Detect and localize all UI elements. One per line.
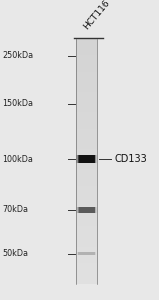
Bar [76,129,97,133]
Bar [76,173,97,178]
Bar [76,133,97,137]
Bar [76,68,97,72]
Bar [76,247,97,251]
Bar [76,198,97,202]
Bar [76,145,97,149]
Bar [78,155,95,163]
Bar [76,72,97,76]
Bar [76,190,97,194]
Bar [76,255,97,259]
Bar [76,55,97,59]
Bar [76,275,97,279]
Bar [76,116,97,121]
Text: 150kDa: 150kDa [2,99,33,108]
Bar [76,100,97,104]
Bar [76,169,97,173]
Bar [76,80,97,84]
Bar [76,194,97,198]
Bar [76,222,97,227]
Bar [76,161,97,165]
Bar [76,112,97,116]
Bar [76,267,97,271]
Text: 100kDa: 100kDa [2,154,33,164]
Bar [76,88,97,92]
Bar [77,155,96,163]
Bar [77,252,96,255]
Bar [76,235,97,239]
Bar [76,155,97,163]
Bar [76,92,97,96]
Bar [76,230,97,235]
Bar [76,43,97,47]
Bar [76,207,97,213]
Bar [76,279,97,284]
Bar [76,182,97,186]
Bar [76,76,97,80]
Text: 250kDa: 250kDa [2,51,34,60]
Bar [79,155,94,163]
Text: CD133: CD133 [114,154,147,164]
Bar [76,186,97,190]
Bar [76,137,97,141]
Bar [76,149,97,153]
Bar [76,63,97,68]
Bar [76,84,97,88]
Bar [76,218,97,222]
Bar [76,124,97,129]
Bar [77,207,96,213]
Bar [76,206,97,210]
Bar [76,108,97,112]
Bar [76,121,97,124]
Bar [78,252,95,255]
Bar [76,96,97,100]
Bar [76,165,97,169]
Bar [76,157,97,161]
Bar [76,210,97,214]
Bar [76,214,97,218]
Text: 70kDa: 70kDa [2,206,28,214]
Bar [76,202,97,206]
Bar [76,259,97,263]
Bar [76,51,97,55]
Bar [76,104,97,108]
Bar [76,251,97,255]
Bar [76,47,97,51]
Bar [76,39,97,43]
Bar [76,153,97,157]
Bar [76,178,97,182]
Bar [78,207,95,213]
Bar [76,226,97,230]
Bar [76,271,97,275]
Bar [76,243,97,247]
Text: HCT116: HCT116 [81,0,111,32]
Bar [79,155,95,163]
Text: 50kDa: 50kDa [2,249,28,258]
Bar [76,141,97,145]
Bar [76,263,97,267]
Bar [76,59,97,64]
Bar [79,207,95,213]
Bar [76,239,97,243]
